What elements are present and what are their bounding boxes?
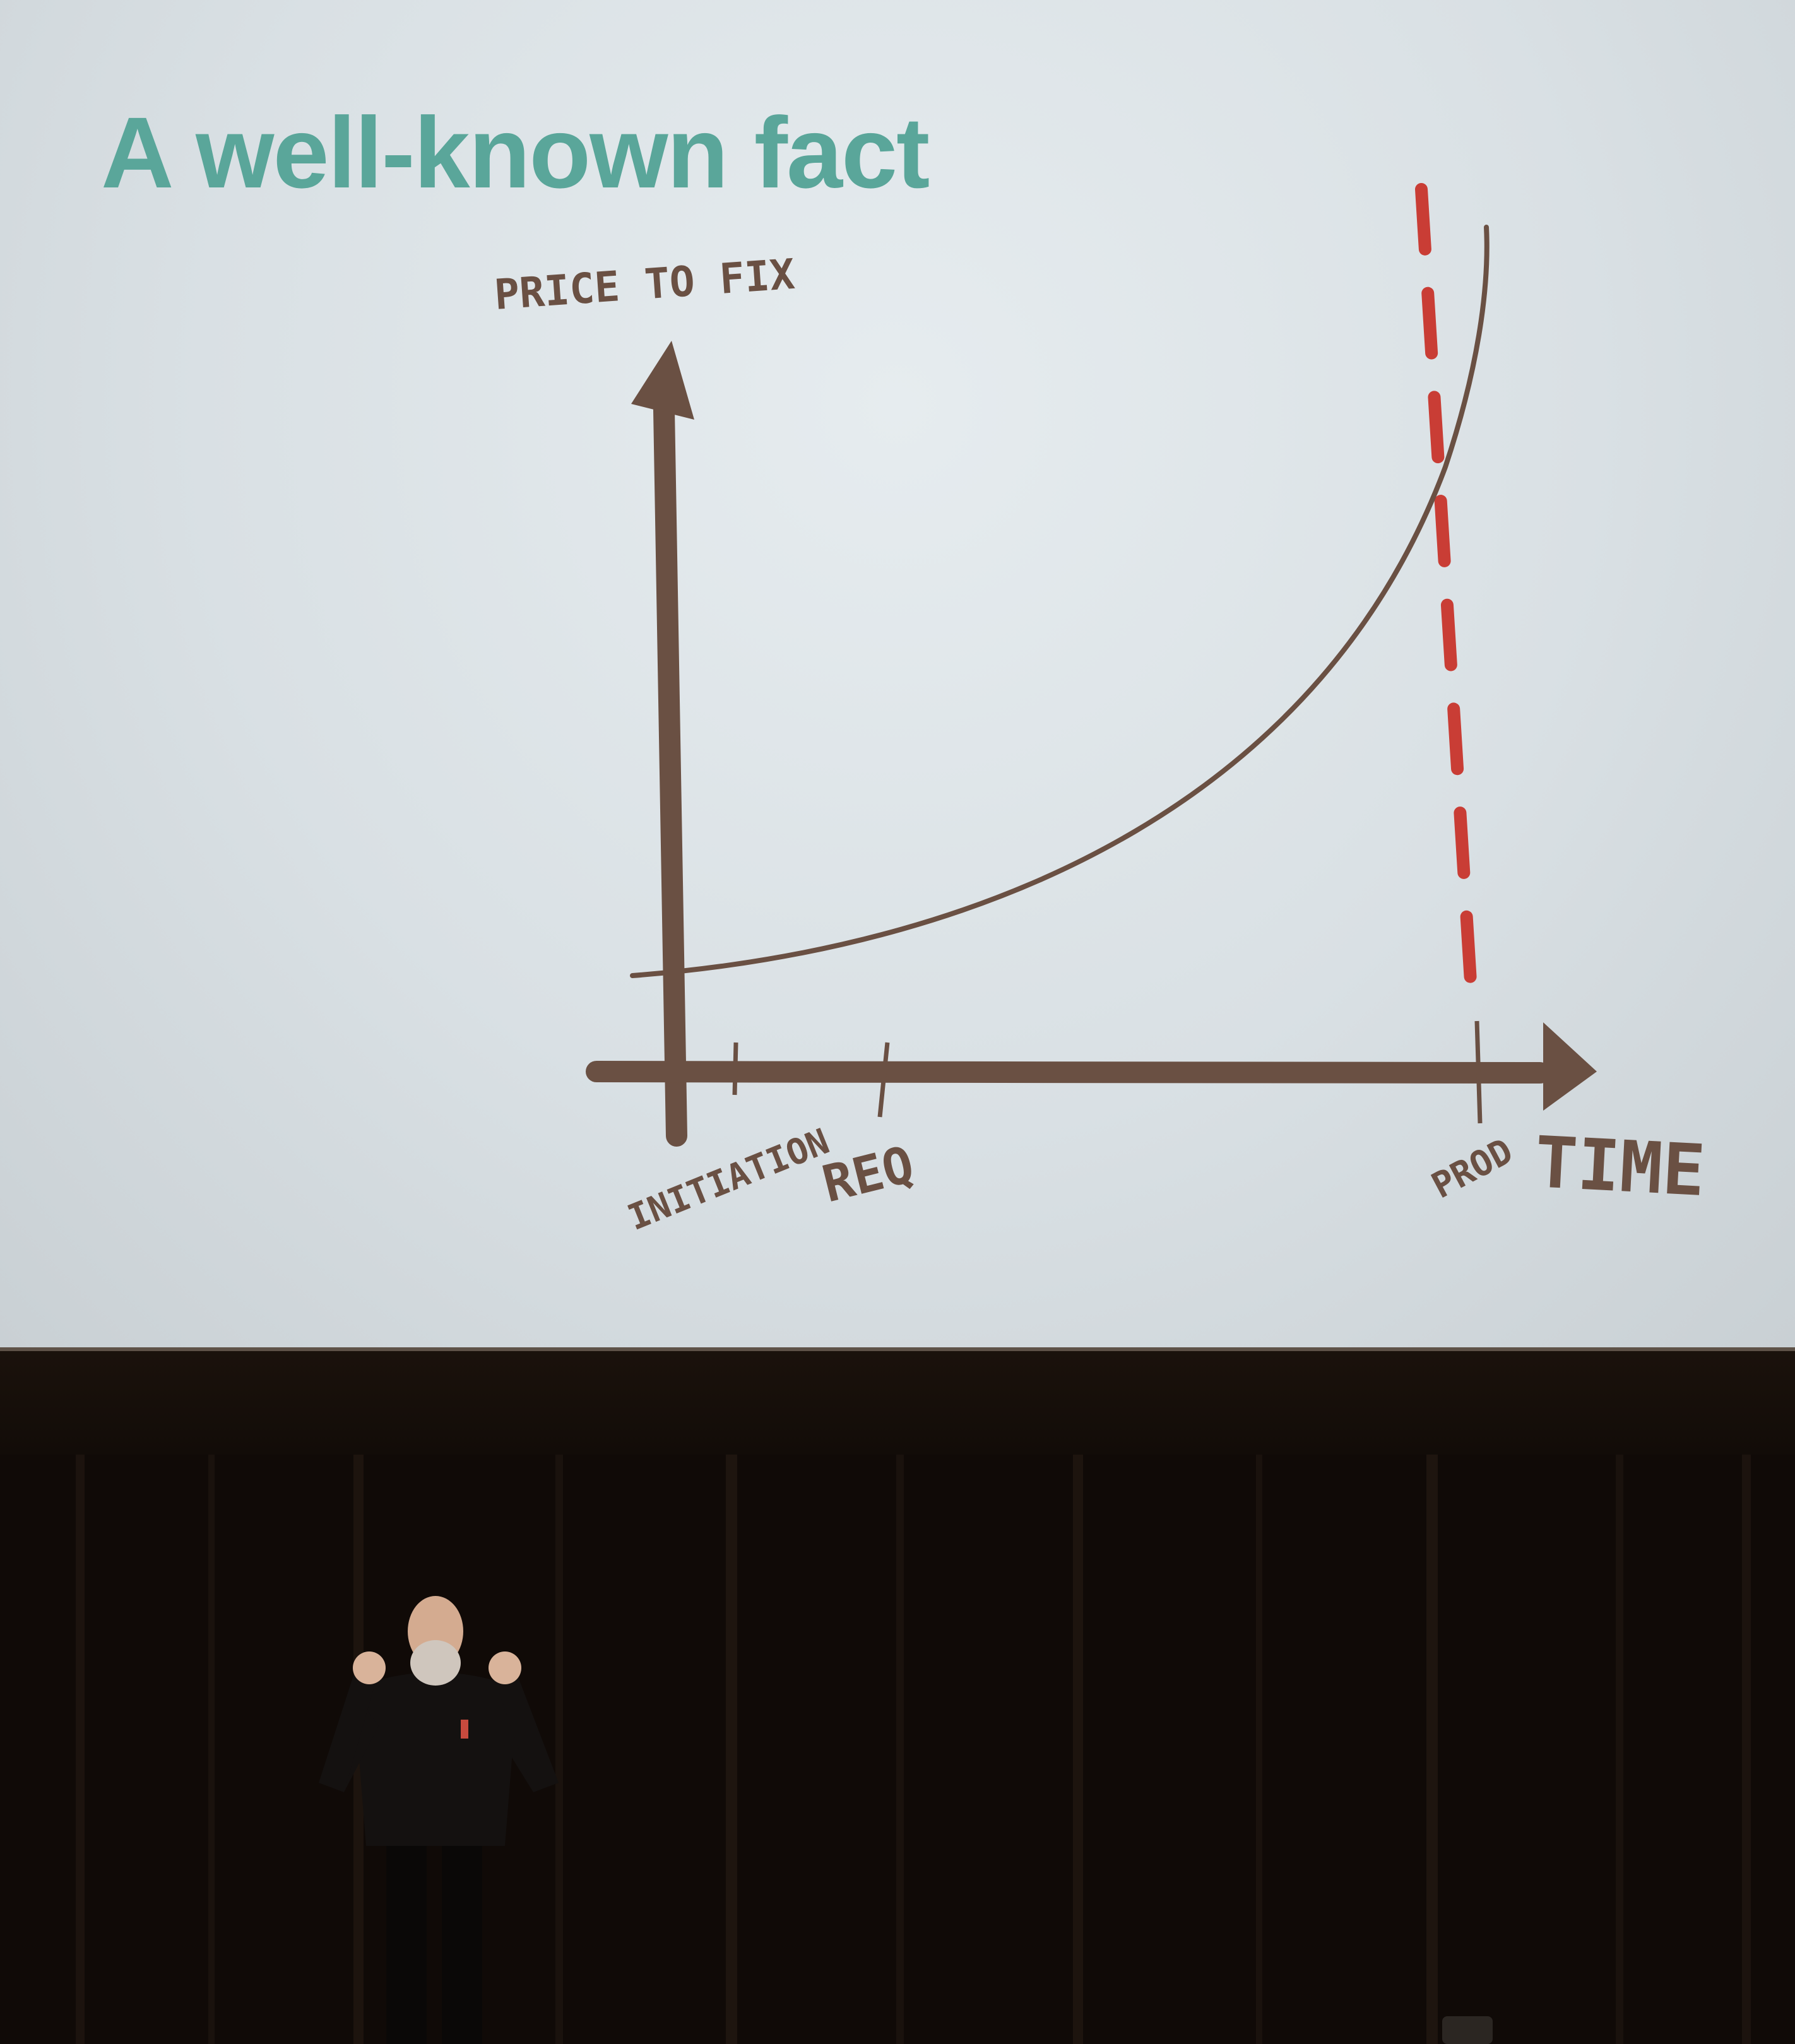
y-axis-arrowhead — [631, 341, 694, 420]
x-axis — [586, 1061, 1551, 1084]
slide-title: A well-known fact — [101, 96, 930, 209]
y-axis-label: PRICE TO FIX — [493, 250, 797, 319]
milestone-initiation: INITIATION — [622, 1121, 835, 1239]
milestone-req: REQ — [817, 1135, 920, 1214]
tick-initiation — [732, 1042, 738, 1096]
y-axis — [653, 399, 687, 1147]
projection-screen: A well-known fact PRICE TO FIX TIME INIT… — [0, 0, 1795, 1347]
curtain — [0, 1455, 1795, 2044]
tick-req — [877, 1042, 890, 1118]
milestone-prod: PROD — [1425, 1131, 1520, 1207]
x-axis-label: TIME — [1533, 1121, 1707, 1212]
prod-cutoff-line — [1415, 183, 1477, 988]
cost-curve — [630, 225, 1490, 978]
tick-prod — [1474, 1020, 1483, 1124]
valance — [0, 1347, 1795, 1455]
hand-drawn-chart: PRICE TO FIX TIME INITIATION REQ PROD — [493, 183, 1707, 1239]
presenter — [319, 1596, 559, 2044]
x-axis-arrowhead — [1543, 1022, 1597, 1111]
stage — [0, 1347, 1795, 2044]
floor-monitor — [1442, 2016, 1493, 2044]
